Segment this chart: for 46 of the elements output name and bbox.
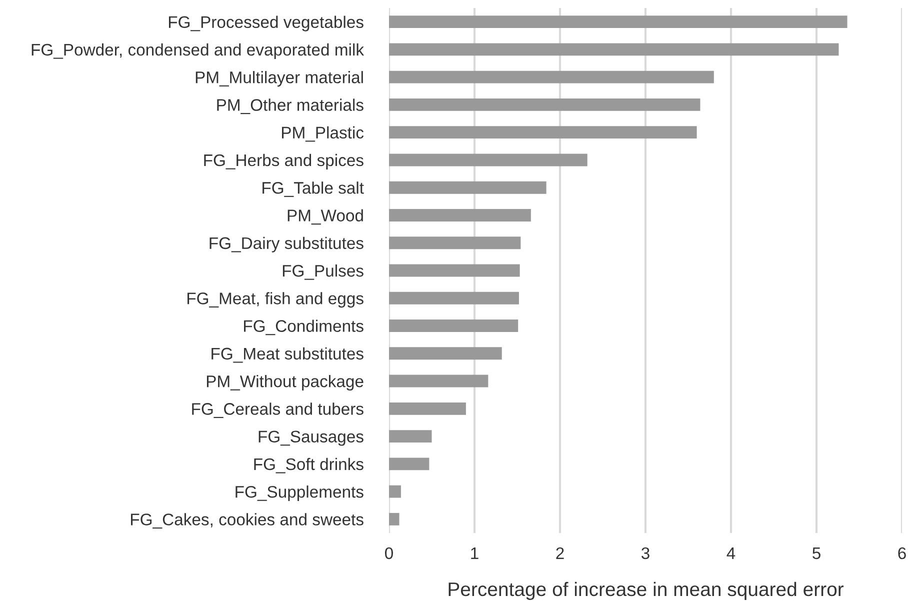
bar bbox=[389, 485, 401, 498]
bar bbox=[389, 98, 700, 111]
y-tick-label: PM_Other materials bbox=[217, 98, 364, 114]
y-tick-label: FG_Soft drinks bbox=[254, 458, 364, 474]
x-tick-label: 0 bbox=[385, 547, 393, 560]
y-tick-label: FG_Dairy substitutes bbox=[210, 236, 364, 252]
y-tick-label: FG_Cakes, cookies and sweets bbox=[131, 513, 364, 529]
bar bbox=[389, 430, 432, 443]
y-tick-label: FG_Table salt bbox=[262, 182, 364, 197]
x-axis-title: Percentage of increase in mean squared error bbox=[448, 582, 844, 600]
y-tick-label: FG_Meat substitutes bbox=[212, 347, 364, 363]
y-tick-label: FG_Condiments bbox=[244, 320, 364, 336]
x-tick-label: 5 bbox=[812, 548, 820, 560]
y-tick-label: FG_Pulses bbox=[282, 264, 364, 280]
bar bbox=[389, 347, 502, 360]
y-tick-label: PM_Wood bbox=[288, 209, 363, 225]
bar bbox=[389, 209, 531, 222]
bar bbox=[389, 458, 430, 470]
y-tick-label: PM_Plastic bbox=[282, 126, 364, 142]
bar bbox=[389, 126, 697, 139]
x-tick-label: 3 bbox=[642, 547, 650, 560]
y-tick-label: PM_Without package bbox=[206, 374, 364, 391]
x-tick-label: 4 bbox=[726, 548, 736, 559]
bar bbox=[389, 16, 848, 28]
bar bbox=[389, 264, 520, 277]
y-tick-label: FG_Sausages bbox=[258, 430, 364, 446]
bar bbox=[389, 154, 588, 166]
bar bbox=[389, 402, 466, 415]
y-tick-label: PM_Multilayer material bbox=[196, 71, 363, 87]
y-tick-label: FG_Supplements bbox=[236, 486, 364, 502]
y-tick-label: FG_Cereals and tubers bbox=[192, 402, 364, 418]
bar bbox=[389, 512, 400, 526]
x-tick-label: 2 bbox=[556, 547, 564, 559]
y-tick-label: FG_Herbs and spices bbox=[204, 154, 364, 170]
y-tick-label: FG_Meat, fish and eggs bbox=[188, 292, 364, 308]
bar bbox=[389, 236, 521, 250]
y-tick-label: FG_Powder, condensed and evaporated milk bbox=[32, 43, 364, 59]
x-tick-label: 1 bbox=[471, 548, 478, 559]
bar bbox=[389, 292, 519, 304]
bar bbox=[389, 43, 839, 56]
bar bbox=[389, 181, 546, 194]
bar bbox=[389, 374, 488, 388]
bar bbox=[389, 320, 518, 332]
y-tick-label: FG_Processed vegetables bbox=[168, 16, 364, 32]
bar bbox=[389, 70, 714, 84]
x-tick-label: 6 bbox=[898, 547, 906, 560]
